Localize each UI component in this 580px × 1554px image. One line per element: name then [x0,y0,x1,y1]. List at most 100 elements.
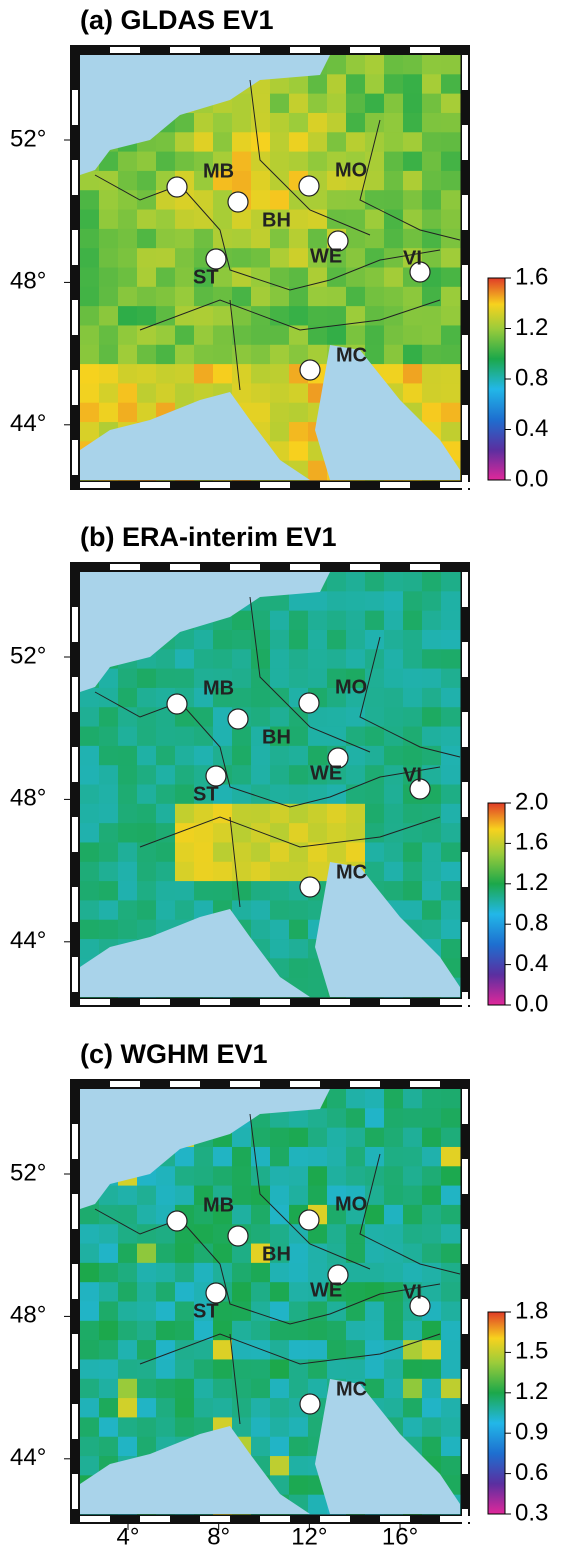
grid-cell [346,765,366,785]
grid-cell [80,228,100,249]
frame-segment [470,564,500,570]
grid-cell [99,228,119,249]
grid-cell [384,267,404,288]
colorbar-tick-label: 0.4 [515,415,548,442]
border [94,1208,441,1325]
grid-cell [327,803,347,824]
station-label: MC [336,344,367,366]
grid-cell [270,364,290,384]
grid-cell [308,286,328,307]
sea [80,392,310,480]
grid-cell [365,1127,385,1148]
grid-cell [422,1398,442,1418]
grid-cell [175,1378,195,1399]
grid-cell [365,726,385,747]
grid-cell [422,629,442,650]
station-label: VI [403,764,422,786]
grid-cell [308,1243,328,1264]
grid-cell [384,190,404,211]
grid-cell [213,325,233,346]
grid-cell [137,286,157,307]
frame-segment [462,195,468,230]
grid-cell [175,1185,195,1206]
grid-cell [289,1127,309,1148]
grid-cell [289,958,309,979]
grid-cell [251,687,271,708]
grid-cell [384,591,404,612]
grid-cell [213,707,233,728]
grid-cell [80,745,100,766]
grid-cell [232,610,252,631]
grid-cell [441,383,461,404]
grid-cell [403,93,423,114]
grid-cell [194,726,214,747]
grid-cell [137,151,157,172]
grid-cell [308,668,328,689]
grid-cell [422,364,442,384]
grid-cell [365,325,385,346]
border [94,691,441,808]
grid-cell [422,1127,442,1148]
grid-cell [289,1262,309,1283]
grid-cell [137,306,157,326]
grid-cell [270,1417,290,1438]
grid-cell [80,267,100,288]
grid-cell [422,1166,442,1187]
grid-cell [289,74,309,95]
grid-cell [327,591,347,612]
grid-cell [327,170,347,191]
sea [80,909,310,997]
frame-segment [462,922,468,957]
grid-cell [289,306,309,326]
station-label: MO [335,676,367,698]
grid-cell [80,707,100,728]
grid-cell [403,1108,423,1129]
grid-cell [118,881,138,901]
grid-cell [137,1243,157,1264]
frame-segment [410,564,440,570]
grid-cell [213,306,233,326]
station-label: MO [335,159,367,181]
grid-cell [384,1146,404,1167]
grid-cell [270,707,290,728]
border [249,1113,371,1270]
grid-cell [308,132,328,153]
grid-cell [346,572,366,592]
grid-cell [289,267,309,288]
grid-cell [270,1185,290,1206]
grid-cell [232,170,252,191]
frame-segment [260,1516,290,1522]
grid-cell [194,803,214,824]
grid-cell [270,1282,290,1302]
grid-cell [80,1262,100,1283]
frame-segment [72,1544,78,1554]
grid-cell [384,1185,404,1206]
grid-cell [365,842,385,863]
station-marker [409,1295,431,1317]
frame-segment [72,510,78,545]
grid-cell [384,132,404,153]
grid-cell [80,325,100,346]
grid-cell [251,1224,271,1245]
grid-cell [346,823,366,843]
grid-cell [403,325,423,346]
grid-cell [270,668,290,689]
grid-cell [422,1320,442,1341]
grid-cell [232,803,252,824]
grid-cell [232,93,252,114]
grid-cell [99,325,119,346]
grid-cell [441,151,461,172]
grid-cell [270,1398,290,1418]
frame-segment [380,999,410,1005]
frame-segment [110,47,140,53]
grid-cell [175,765,195,785]
grid-cell [403,55,423,75]
grid-cell [80,1224,100,1245]
grid-cell [327,209,347,230]
grid-cell [99,1224,119,1245]
grid-cell [289,286,309,307]
grid-cell [289,228,309,249]
grid-cell [403,687,423,708]
frame-segment [200,999,230,1005]
grid-cell [194,707,214,728]
